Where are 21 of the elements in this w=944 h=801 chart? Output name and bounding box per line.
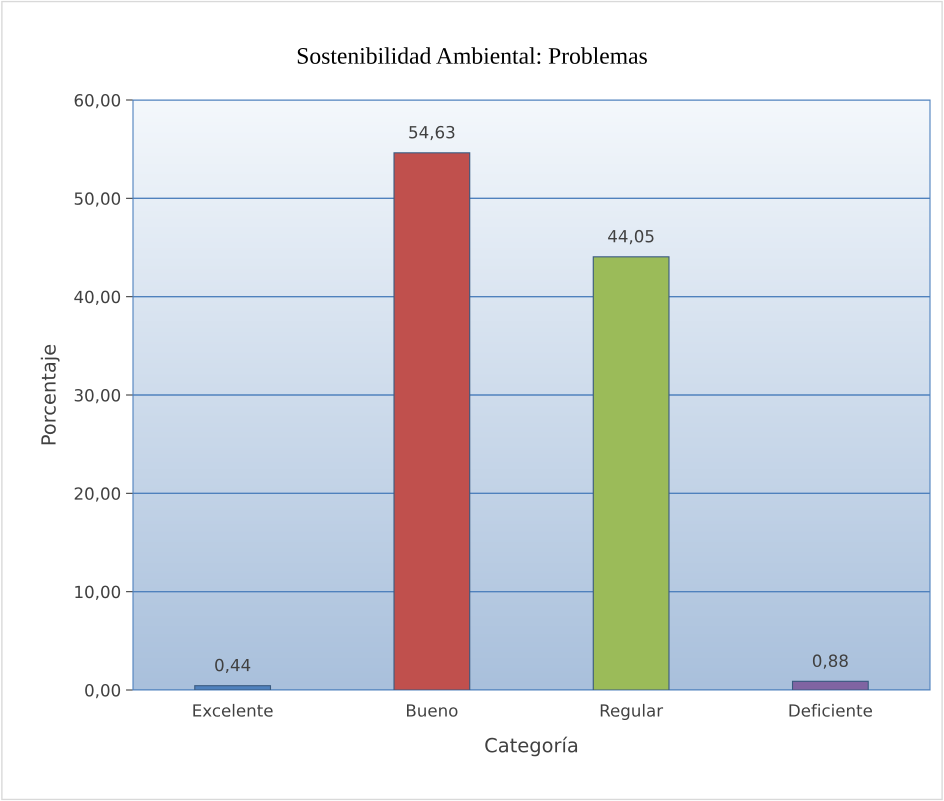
y-tick-label: 30,00 xyxy=(74,388,120,404)
y-axis-title: Porcentaje xyxy=(40,344,60,444)
y-tick-label: 10,00 xyxy=(75,586,120,600)
bar xyxy=(393,152,470,690)
bar xyxy=(592,256,670,690)
x-tick-label: Excelente xyxy=(193,704,273,717)
data-label: 54,63 xyxy=(409,126,454,140)
x-axis-title: Categoría xyxy=(485,736,578,756)
y-tick-label: 50,00 xyxy=(74,192,120,207)
y-tick-label: 0,00 xyxy=(85,684,120,698)
bar xyxy=(792,680,869,690)
data-label: 0,44 xyxy=(215,658,250,674)
y-tick-label: 40,00 xyxy=(74,290,120,305)
chart-title: Sostenibilidad Ambiental: Problemas xyxy=(298,47,647,64)
x-tick-label: Bueno xyxy=(407,704,458,717)
data-label: 44,05 xyxy=(608,230,654,244)
y-tick-label: 20,00 xyxy=(74,487,120,502)
data-label: 0,88 xyxy=(812,654,848,669)
y-tick-label: 60,00 xyxy=(74,94,120,108)
x-tick-label: Regular xyxy=(600,704,664,720)
x-tick-label: Deficiente xyxy=(790,704,872,717)
